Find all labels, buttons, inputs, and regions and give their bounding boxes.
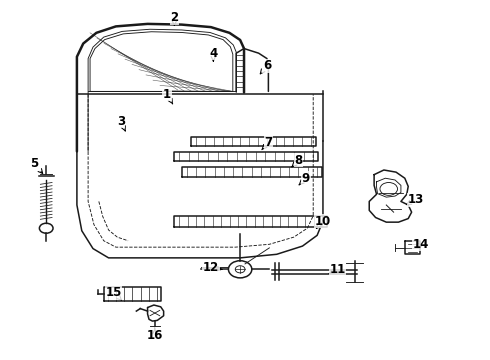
Text: 14: 14	[412, 238, 429, 251]
Text: 4: 4	[209, 47, 218, 61]
Text: 9: 9	[299, 172, 310, 185]
Text: 12: 12	[203, 261, 222, 274]
Text: 3: 3	[117, 114, 125, 131]
Text: 10: 10	[315, 215, 331, 229]
Text: 15: 15	[105, 286, 122, 300]
Text: 8: 8	[292, 154, 303, 167]
Text: 13: 13	[407, 193, 424, 206]
Text: 16: 16	[147, 328, 163, 342]
Text: 11: 11	[329, 263, 346, 276]
Text: 7: 7	[262, 136, 272, 150]
Text: 6: 6	[260, 59, 271, 74]
Text: 2: 2	[171, 11, 178, 25]
Text: 5: 5	[30, 157, 43, 174]
Text: 1: 1	[163, 88, 172, 104]
